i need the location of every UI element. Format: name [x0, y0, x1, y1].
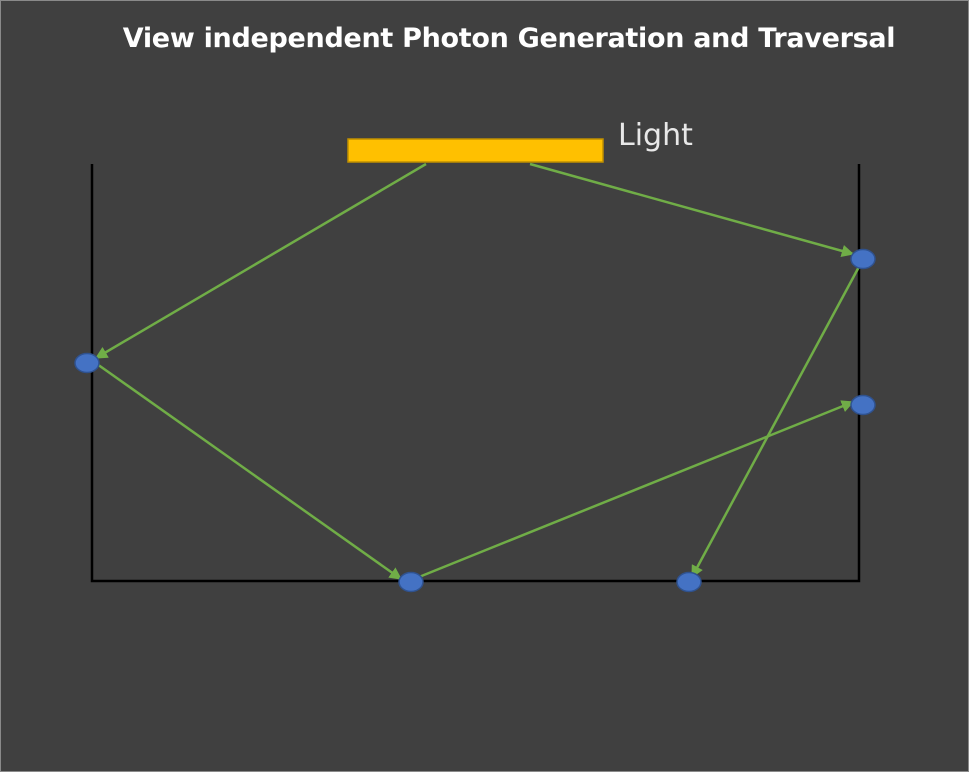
photon-hit-right-wall-lower — [850, 394, 876, 416]
ray-left-wall-to-floor — [96, 362, 403, 581]
slide-title: View independent Photon Generation and T… — [122, 23, 896, 54]
ray-floor-to-right-wall — [418, 400, 855, 579]
ray-right-wall-to-floor — [690, 262, 863, 579]
ray-light-to-left-wall — [94, 162, 427, 360]
photon-hit-floor-middle — [398, 571, 424, 593]
photon-hit-left-wall — [74, 352, 100, 374]
light-source — [347, 138, 604, 163]
photon-hit-floor-right — [676, 571, 702, 593]
ray-light-to-right-wall — [529, 162, 855, 258]
scene-box — [90, 164, 861, 583]
light-label: Light — [618, 118, 693, 153]
photon-hit-right-wall-upper — [850, 248, 876, 270]
